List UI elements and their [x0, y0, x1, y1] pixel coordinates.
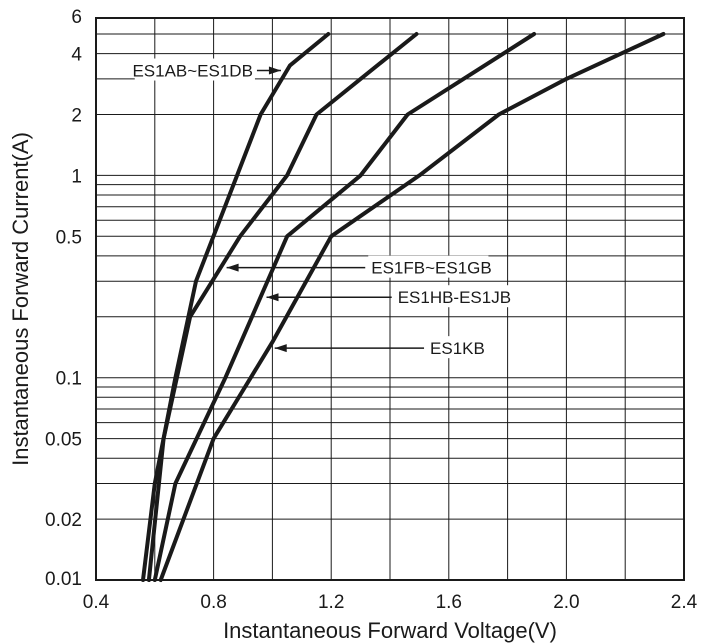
- callout-arrowhead: [226, 263, 239, 272]
- callout-bg: [368, 255, 489, 278]
- callout-bg: [394, 285, 515, 308]
- x-tick-label: 1.2: [318, 592, 344, 613]
- y-tick-label: 0.1: [56, 369, 82, 390]
- y-tick-label: 0.02: [45, 510, 82, 531]
- callout-label: ES1KB: [430, 339, 485, 358]
- y-tick-label: 0.05: [45, 430, 82, 451]
- y-tick-label: 1: [71, 166, 82, 187]
- callouts: ES1AB~ES1DB ES1FB~ES1GB ES1HB-ES1JB ES1KB: [132, 58, 515, 359]
- callout-label: ES1FB~ES1GB: [371, 259, 491, 278]
- series-line-1: [141, 32, 331, 582]
- callout-bg: [134, 58, 255, 81]
- x-tick-label: 0.4: [83, 592, 110, 613]
- grid: [96, 18, 684, 580]
- y-tick-label: 6: [71, 7, 82, 28]
- callout-arrowhead: [274, 344, 287, 353]
- x-tick-label: 2.4: [671, 592, 698, 613]
- y-tick-label: 4: [71, 45, 82, 66]
- callout-label: ES1AB~ES1DB: [132, 62, 253, 81]
- series-line-2: [146, 32, 419, 582]
- x-tick-label: 0.8: [200, 592, 226, 613]
- callout-arrowhead: [266, 293, 279, 302]
- series-curves: [141, 32, 666, 582]
- y-axis-title: Instantaneous Forward Current(A): [8, 132, 33, 466]
- y-tick-label: 0.01: [45, 569, 82, 590]
- series-line-3: [152, 32, 537, 582]
- plot-frame: [95, 17, 685, 581]
- y-tick-label: 2: [71, 106, 82, 127]
- x-tick-label: 2.0: [553, 592, 579, 613]
- tick-labels: 0.4 0.8 1.2 1.6 2.0 2.4 6 4 2 1 0.5 0.1 0.05 0.02 0.01: [45, 7, 698, 613]
- callout-arrowhead: [268, 66, 281, 75]
- callout-bg: [427, 336, 487, 359]
- series-line-4: [158, 32, 666, 582]
- y-tick-label: 0.5: [56, 227, 82, 248]
- x-axis-title: Instantaneous Forward Voltage(V): [223, 618, 557, 643]
- x-tick-label: 1.6: [436, 592, 462, 613]
- callout-label: ES1HB-ES1JB: [398, 288, 511, 307]
